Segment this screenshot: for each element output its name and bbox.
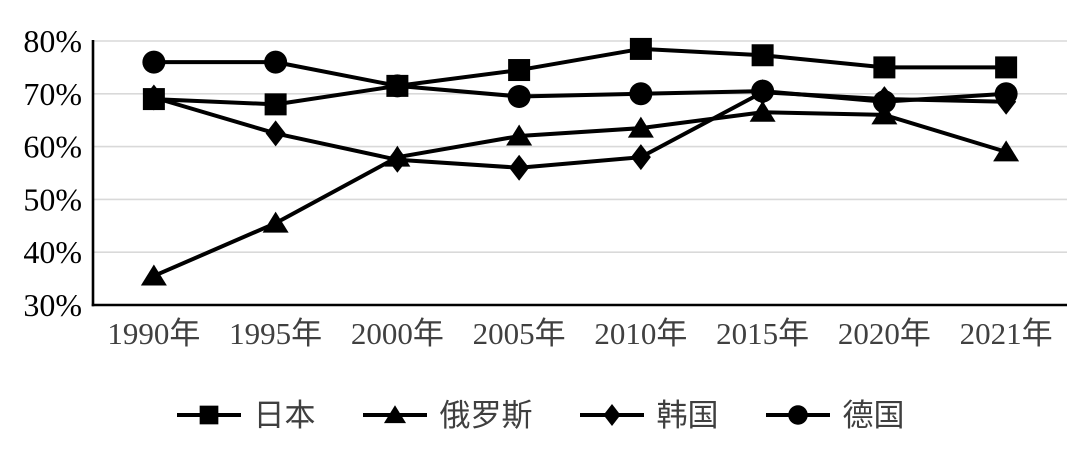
legend-item-korea: 韩国 [579,400,719,431]
russia-triangle-marker [749,100,776,122]
x-axis-tick-label: 2010年 [594,316,687,351]
chart-legend: 日本 俄罗斯 韩国 德国 [0,392,1080,438]
x-axis-tick-label: 1990年 [107,316,200,351]
x-axis-tick-label: 2000年 [351,316,444,351]
japan-square-marker [508,59,531,82]
legend-item-germany: 德国 [765,400,905,431]
y-axis-tick-label: 50% [23,181,82,217]
russia-triangle-marker [506,124,533,146]
legend-korea-marker-icon [579,403,644,427]
x-axis-tick-label: 2005年 [473,316,566,351]
series-line-germany [151,60,1009,104]
russia-triangle-marker [871,103,898,125]
japan-square-marker [873,56,896,79]
germany-circle-marker [264,50,288,74]
korea-diamond-marker [265,120,286,147]
germany-circle-marker [142,50,166,74]
korea-diamond-marker [509,154,530,181]
germany-circle-marker [751,79,775,103]
japan-square-marker [386,74,409,97]
russia-triangle-marker [627,116,654,138]
japan-square-marker [995,56,1018,79]
russia-triangle-marker [262,211,289,233]
legend-russia-triangle-marker [383,405,406,424]
line-chart: 80% 70% 60% 50% 40% 30% 1990年 1995年 2000年 2005年 20… [23,23,1067,351]
y-axis-tick-label: 80% [23,23,82,59]
russia-triangle-marker [993,140,1020,162]
legend-label-germany: 德国 [842,397,905,433]
legend-item-japan: 日本 [176,400,316,431]
germany-circle-marker [994,82,1018,106]
germany-circle-marker [507,84,531,108]
legend-germany-circle-marker [787,405,808,425]
x-axis-tick-label: 2021年 [960,316,1053,351]
germany-circle-marker [872,90,896,114]
y-axis-tick-label: 70% [23,76,82,112]
legend-japan-marker-icon [176,405,241,425]
japan-square-marker [142,88,165,111]
korea-diamond-marker [387,146,408,173]
y-axis-tick-label: 60% [23,129,82,165]
x-axis-tick-label: 1995年 [229,316,322,351]
x-axis-tick-label: 2015年 [716,316,809,351]
legend-label-russia: 俄罗斯 [439,397,533,433]
japan-square-marker [751,44,774,67]
series-line-japan [151,46,1009,107]
x-axis-tick-label: 2020年 [838,316,931,351]
legend-russia-marker-icon [362,405,427,424]
y-axis-tick-label: 40% [23,234,82,270]
germany-circle-marker [629,82,653,106]
legend-label-japan: 日本 [253,397,316,433]
legend-korea-diamond-marker [603,403,620,427]
korea-diamond-marker [630,144,651,171]
japan-square-marker [629,37,652,60]
legend-item-russia: 俄罗斯 [362,400,533,431]
series-line-russia [151,110,1009,278]
russia-triangle-marker [140,264,167,286]
legend-germany-marker-icon [765,405,830,425]
y-axis-tick-label: 30% [23,287,82,323]
legend-japan-square-marker [199,405,218,425]
legend-label-korea: 韩国 [656,397,719,433]
japan-square-marker [264,93,287,116]
series-line-korea [151,90,1009,170]
